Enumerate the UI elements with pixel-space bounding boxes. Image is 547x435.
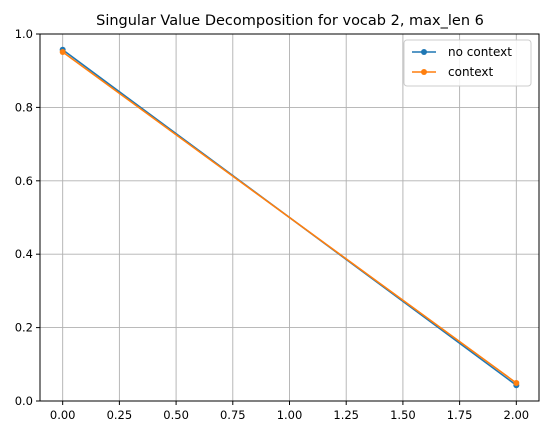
x-tick-label: 0.75: [220, 408, 246, 422]
y-tick-label: 0.0: [15, 394, 33, 408]
legend: no context context: [403, 39, 532, 87]
x-tick-label: 0.00: [50, 408, 76, 422]
legend-label-1: context: [448, 65, 494, 79]
y-tick-label: 0.8: [15, 100, 33, 114]
x-tick-label: 0.25: [107, 408, 133, 422]
y-tick-label: 0.2: [15, 321, 33, 335]
series-line-1: [62, 51, 517, 384]
tick-layer: 0.00 0.25 0.50 0.75 1.00 1.25 1.50 1.75 2.00 0.0 0…: [15, 27, 529, 422]
series-point-1-0: [59, 48, 66, 55]
legend-marker-0: [421, 49, 427, 55]
chart-title: Singular Value Decomposition for vocab 2…: [96, 13, 484, 29]
x-tick-label: 1.25: [333, 408, 359, 422]
x-tick-label: 1.75: [447, 408, 473, 422]
y-tick-label: 0.4: [15, 247, 33, 261]
y-tick-label: 0.6: [15, 174, 33, 188]
y-tick-label: 1.0: [15, 27, 33, 41]
series-point-1-1: [513, 380, 520, 387]
series-layer: [59, 46, 520, 389]
x-tick-label: 1.00: [277, 408, 303, 422]
x-tick-label: 2.00: [504, 408, 530, 422]
legend-label-0: no context: [448, 45, 512, 59]
x-tick-label: 0.50: [163, 408, 189, 422]
x-tick-label: 1.50: [390, 408, 416, 422]
legend-marker-1: [421, 69, 427, 75]
